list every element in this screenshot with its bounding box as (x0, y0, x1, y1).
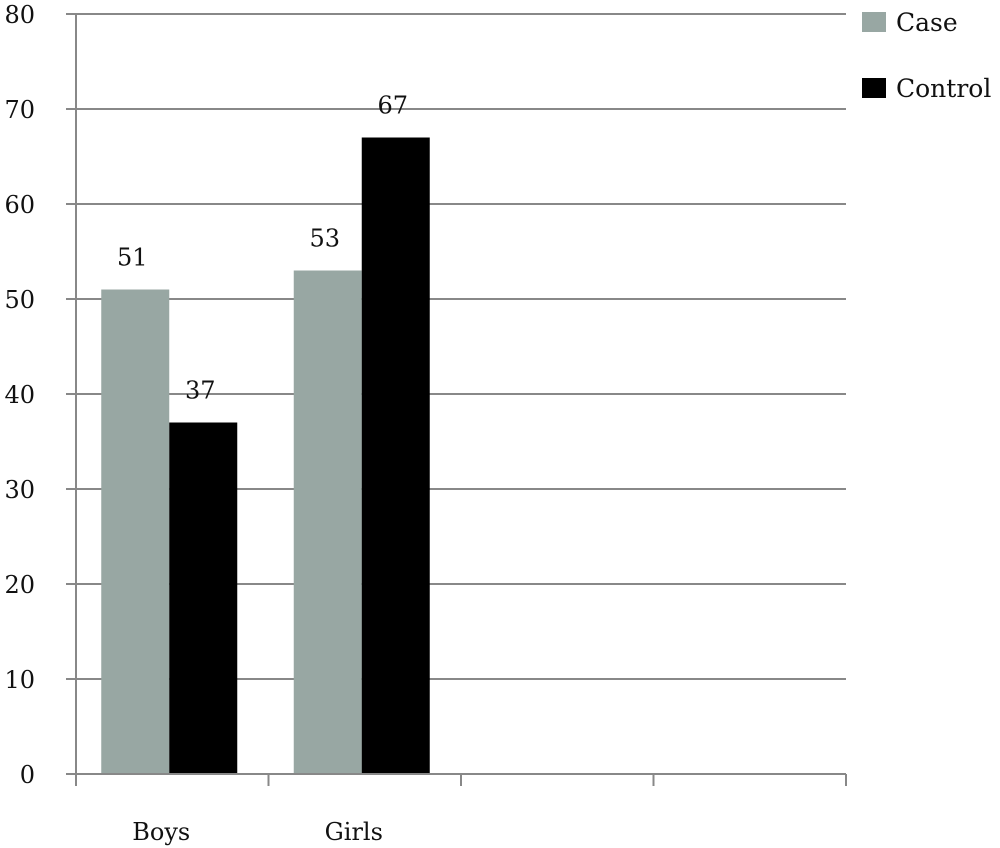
bar-control-boys (169, 422, 238, 774)
axes (66, 13, 847, 786)
y-tick-label: 10 (4, 666, 35, 694)
legend-label-control: Control (896, 74, 991, 103)
data-label: 67 (377, 92, 408, 120)
legend-swatch-case (862, 12, 886, 32)
bar-control-girls (361, 137, 430, 774)
legend-label-case: Case (896, 8, 958, 37)
data-label: 53 (309, 225, 340, 253)
y-tick-label: 40 (4, 381, 35, 409)
data-label: 51 (117, 244, 148, 272)
category-label-girls: Girls (325, 818, 383, 846)
data-label: 37 (185, 377, 216, 405)
y-tick-label: 50 (4, 286, 35, 314)
category-label-boys: Boys (132, 818, 190, 846)
y-tick-label: 0 (20, 761, 35, 789)
y-tick-label: 30 (4, 476, 35, 504)
legend-swatch-control (862, 78, 886, 98)
bars (101, 137, 430, 774)
legend: Case Control (862, 8, 991, 103)
y-tick-label: 60 (4, 191, 35, 219)
labels: 0 10 20 30 40 50 60 70 80 51 37 Boys 53 67 Girls (4, 1, 408, 846)
y-tick-label: 80 (4, 1, 35, 29)
y-tick-label: 70 (4, 96, 35, 124)
bar-case-girls (293, 270, 362, 774)
y-tick-label: 20 (4, 571, 35, 599)
bar-case-boys (101, 289, 170, 774)
